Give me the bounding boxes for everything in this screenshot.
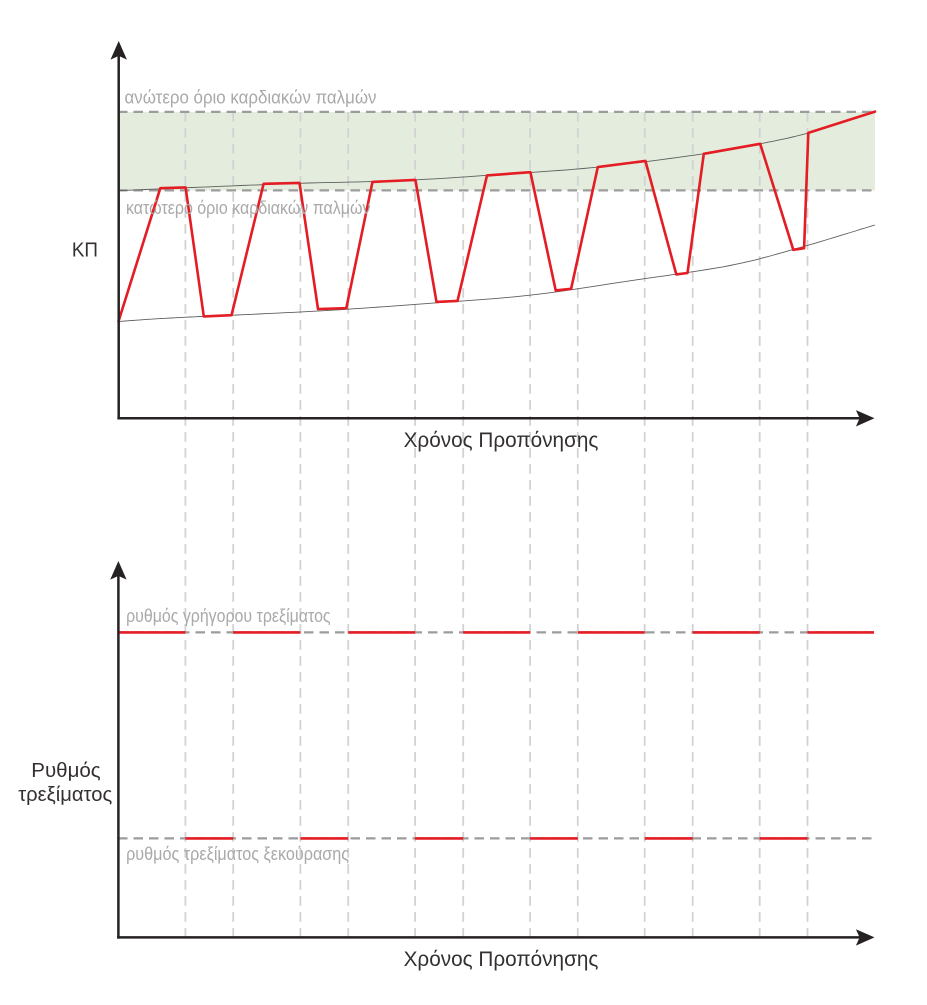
svg-text:ΚΠ: ΚΠ — [72, 238, 98, 261]
svg-text:ανώτερο όριο καρδιακών παλμών: ανώτερο όριο καρδιακών παλμών — [125, 87, 377, 107]
svg-text:Χρόνος Προπόνησης: Χρόνος Προπόνησης — [404, 948, 599, 971]
svg-text:ρυθμός γρήγορου τρεξίματος: ρυθμός γρήγορου τρεξίματος — [126, 606, 331, 626]
svg-text:ρυθμός τρεξίματος ξεκούρασης: ρυθμός τρεξίματος ξεκούρασης — [126, 844, 349, 864]
svg-text:Χρόνος Προπόνησης: Χρόνος Προπόνησης — [404, 429, 599, 452]
svg-text:κατώτερο όριο καρδιακών παλμών: κατώτερο όριο καρδιακών παλμών — [126, 198, 371, 218]
svg-text:Ρυθμός: Ρυθμός — [31, 759, 101, 782]
svg-text:τρεξίματος: τρεξίματος — [18, 783, 112, 806]
